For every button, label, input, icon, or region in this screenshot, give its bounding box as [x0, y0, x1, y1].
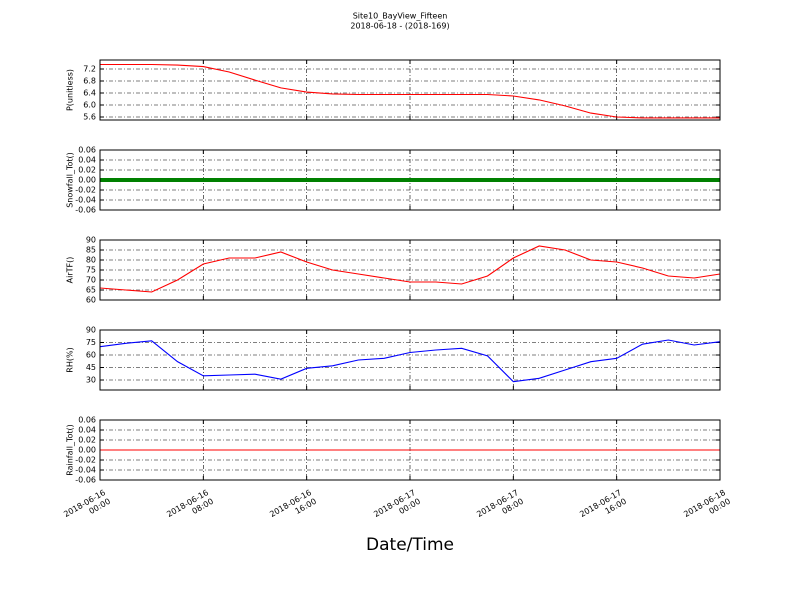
y-tick-label: 80: [86, 256, 96, 265]
y-tick-label: 60: [86, 296, 96, 305]
axes-frame: [99, 149, 721, 211]
line-series: [100, 63, 720, 119]
y-tick-label: 6.8: [83, 77, 96, 86]
y-tick-label: 75: [86, 338, 96, 347]
y-tick-label: 0.04: [78, 156, 96, 165]
y-tick-label: -0.02: [75, 186, 96, 195]
y-tick-label: -0.02: [75, 456, 96, 465]
line-series: [99, 339, 721, 383]
y-tick-label: 7.2: [83, 65, 96, 74]
axes-frame: [99, 239, 721, 301]
y-tick-label: 6.4: [83, 89, 96, 98]
axes-frame: [99, 59, 721, 121]
y-tick-label: 85: [86, 246, 96, 255]
axes-frame: [99, 419, 721, 481]
y-tick-label: 0.00: [78, 446, 96, 455]
y-axis-label: RH(%): [66, 347, 75, 372]
y-axis-label: Snowfall_Tot(): [66, 152, 75, 208]
y-tick-label: 60: [86, 351, 96, 360]
y-tick-label: -0.06: [75, 476, 96, 485]
y-tick-label: 30: [86, 376, 96, 385]
axes-frame: [99, 329, 721, 391]
chart-title: Site10_BayView_Fifteen: [353, 12, 448, 21]
y-tick-label: 5.6: [83, 113, 96, 122]
y-tick-label: 0.06: [78, 416, 96, 425]
y-tick-label: 0.04: [78, 426, 96, 435]
y-tick-label: 70: [86, 276, 96, 285]
y-axis-label: Rainfall_Tot(): [66, 424, 75, 476]
y-axis-label: P(unitless): [66, 69, 75, 111]
y-tick-label: 65: [86, 286, 96, 295]
y-tick-label: 90: [86, 236, 96, 245]
y-tick-label: 0.02: [78, 436, 96, 445]
y-tick-label: 45: [86, 363, 96, 372]
y-axis-label: AirTF(): [66, 257, 75, 284]
y-tick-label: 6.0: [83, 101, 96, 110]
y-tick-label: -0.04: [75, 466, 96, 475]
line-series: [99, 245, 721, 293]
y-tick-label: 75: [86, 266, 96, 275]
y-tick-label: 0.02: [78, 166, 96, 175]
y-tick-label: 90: [86, 326, 96, 335]
x-axis-label: Date/Time: [366, 535, 454, 555]
y-tick-label: -0.04: [75, 196, 96, 205]
y-tick-label: 0.00: [78, 176, 96, 185]
y-tick-label: -0.06: [75, 206, 96, 215]
chart-subtitle: 2018-06-18 - (2018-169): [350, 22, 449, 31]
y-tick-label: 0.06: [78, 146, 96, 155]
